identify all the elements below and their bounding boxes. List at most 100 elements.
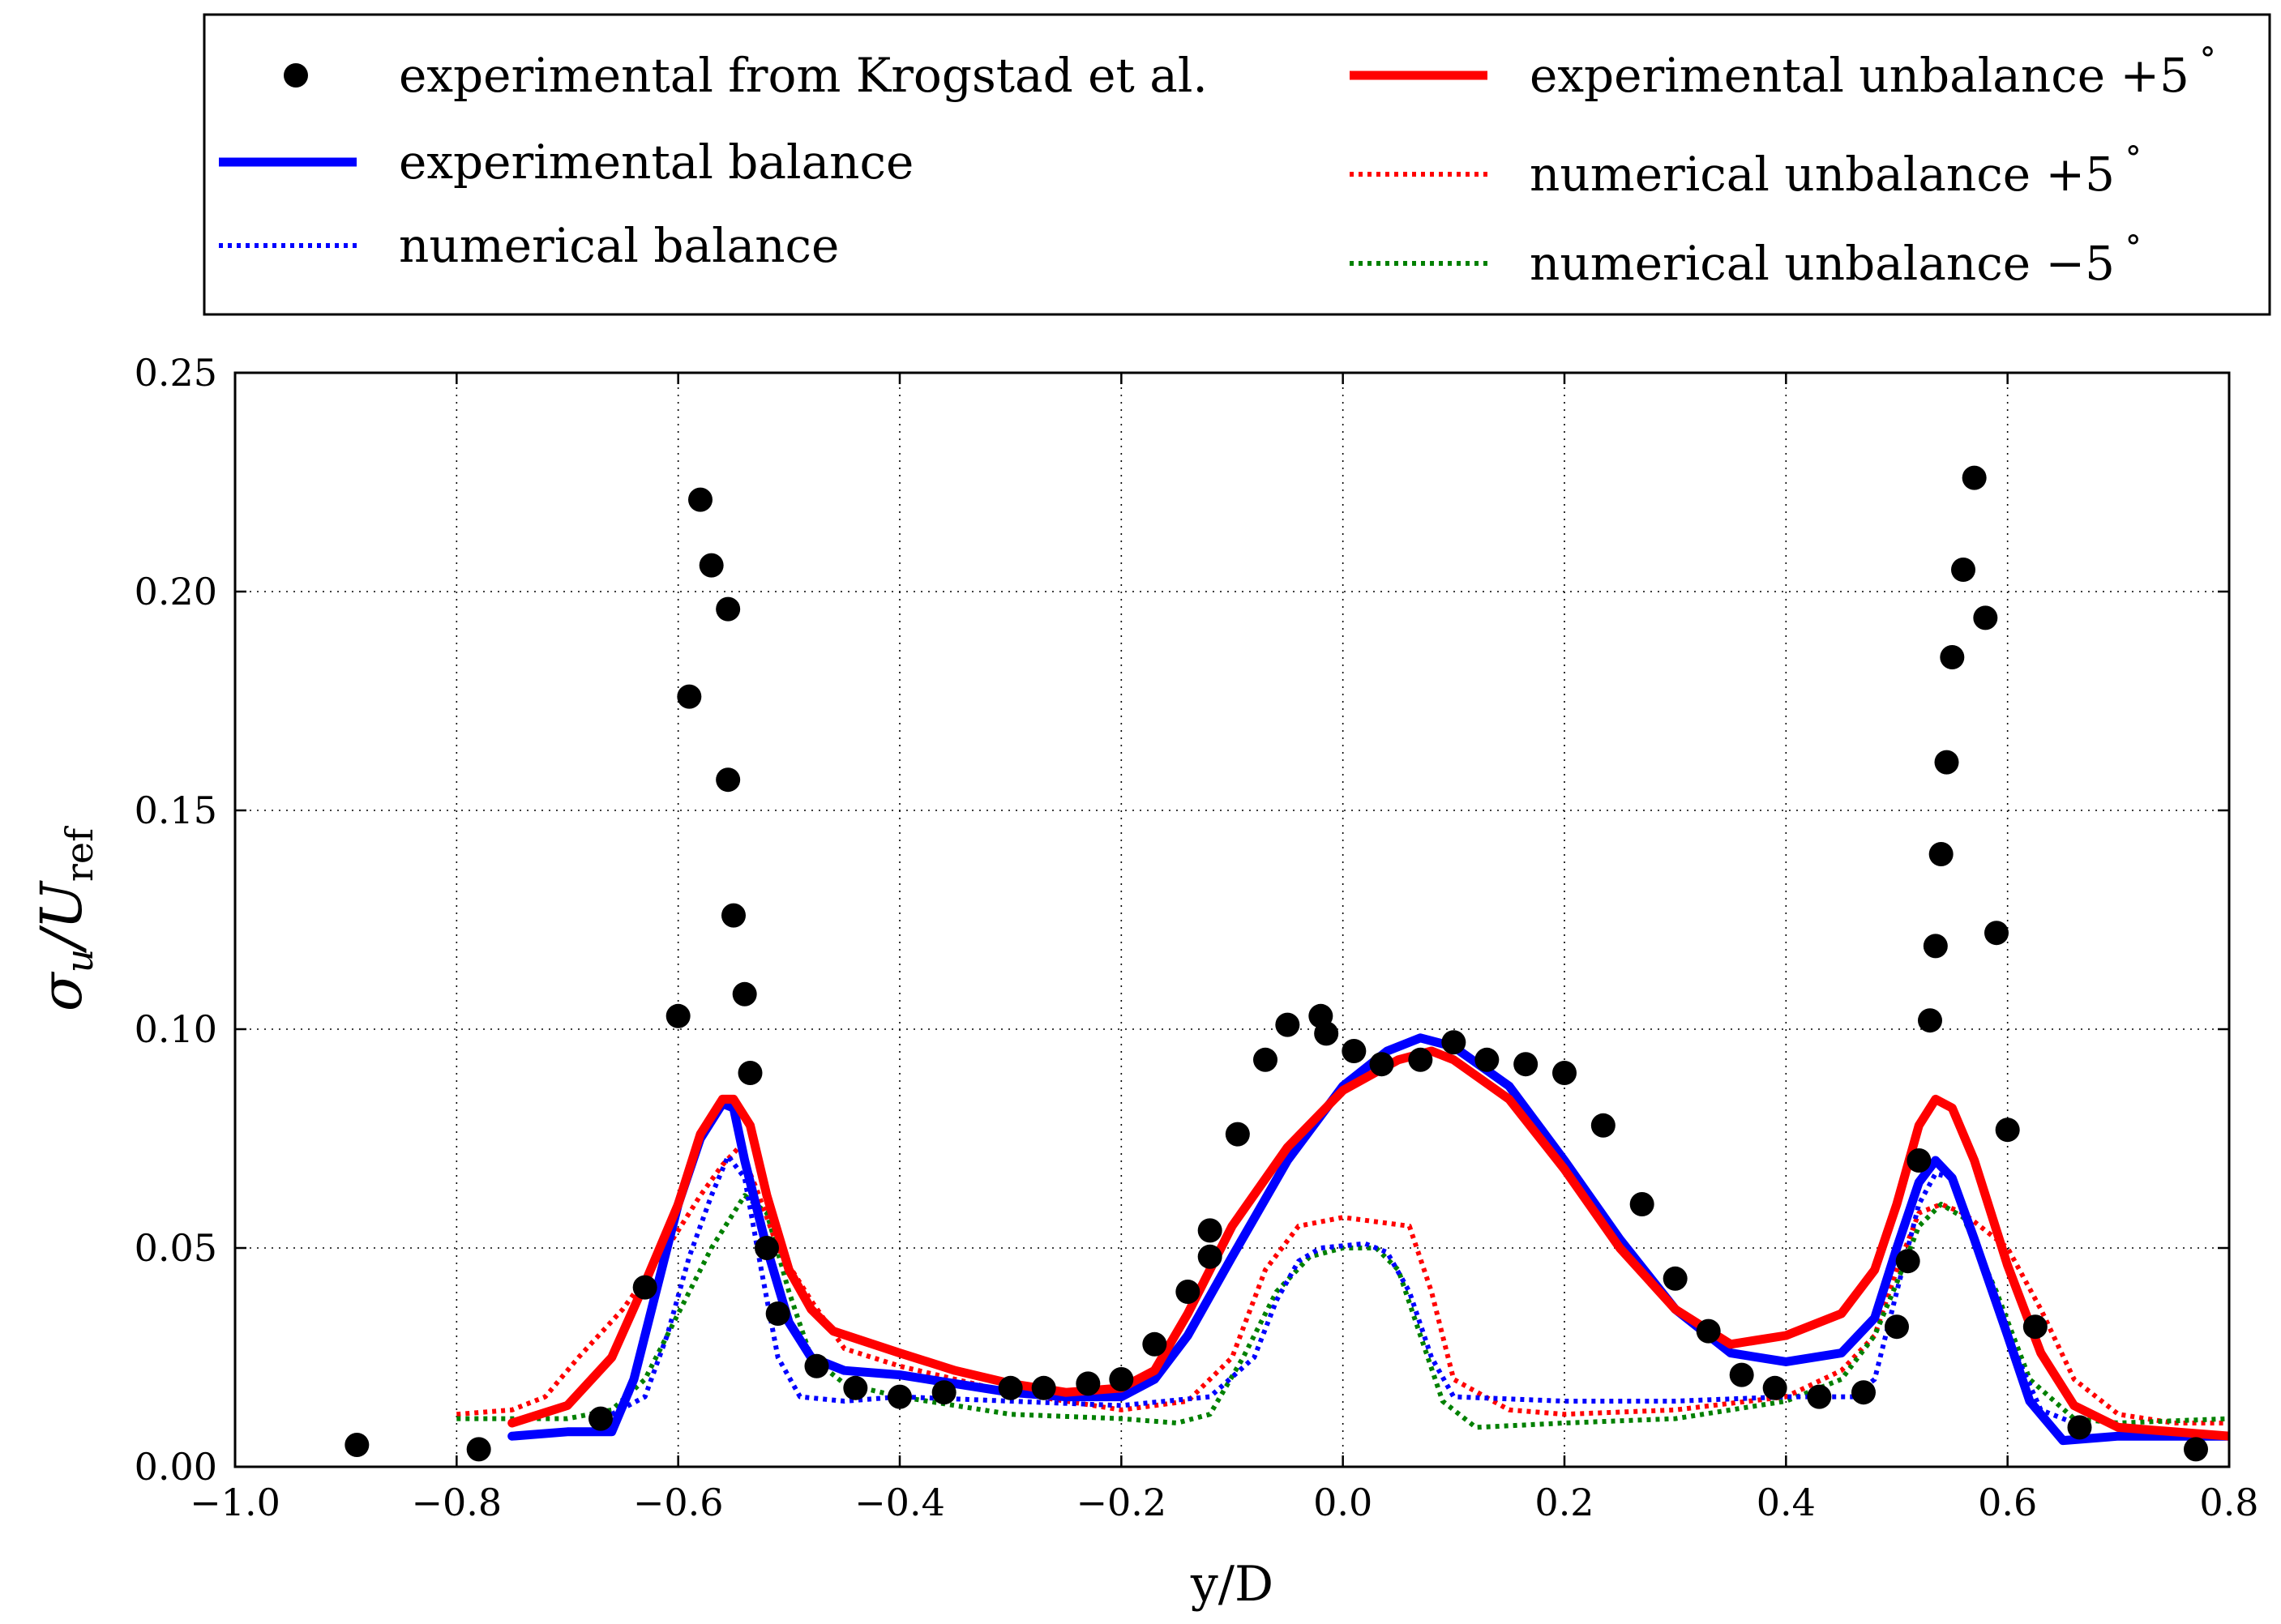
data-point (755, 1236, 779, 1260)
data-point (1851, 1380, 1876, 1405)
data-point (1369, 1052, 1394, 1077)
series-line (507, 1033, 2229, 1446)
legend-label-text: numerical balance (399, 218, 839, 273)
series-experimental-balance (507, 1033, 2229, 1446)
x-tick-label: −0.6 (633, 1481, 724, 1524)
data-point (1928, 842, 1954, 866)
legend-item-numerical-unbalance-5: numerical unbalance +5 ° (1350, 140, 2142, 202)
data-point (632, 1275, 657, 1300)
data-point (1951, 558, 1975, 582)
data-point (732, 981, 757, 1006)
y-tick-label: 0.00 (135, 1445, 217, 1489)
y-axis-denominator-sub: ref (58, 826, 101, 882)
data-point (345, 1433, 370, 1457)
data-point (931, 1380, 956, 1405)
data-point (1076, 1371, 1101, 1396)
x-tick-label: 0.0 (1313, 1481, 1372, 1524)
degree-symbol: ° (2115, 229, 2142, 267)
legend-label: numerical unbalance +5 ° (1530, 140, 2142, 202)
y-tick-label: 0.10 (135, 1007, 217, 1051)
x-tick-label: −1.0 (190, 1481, 280, 1524)
x-tick-label: 0.4 (1757, 1481, 1816, 1524)
legend-label-text: numerical unbalance +5 (1530, 147, 2115, 202)
x-tick-label: 0.6 (1978, 1481, 2037, 1524)
data-point (1984, 921, 2009, 946)
legend-label-text: experimental unbalance +5 (1530, 48, 2189, 103)
y-axis-denominator: U (28, 880, 95, 930)
data-point (1629, 1192, 1654, 1216)
degree-symbol: ° (2115, 140, 2142, 177)
data-point (1197, 1218, 1222, 1243)
data-point (804, 1353, 829, 1378)
legend-item-experimental-unbalance-5: experimental unbalance +5 ° (1350, 41, 2216, 103)
data-point (1314, 1021, 1339, 1046)
data-point (1253, 1047, 1277, 1072)
legend-marker (284, 63, 308, 88)
data-point (1513, 1052, 1538, 1077)
data-point (688, 487, 713, 512)
data-point (1031, 1375, 1056, 1400)
data-point (721, 903, 746, 928)
data-point (1142, 1331, 1167, 1357)
data-point (1590, 1113, 1616, 1138)
data-point (1109, 1367, 1134, 1391)
svg-text:σu/Uref: σu/Uref (28, 826, 101, 1011)
legend-item-numerical-unbalance-5: numerical unbalance −5 ° (1350, 229, 2142, 291)
data-point (1940, 645, 1965, 669)
y-tick-label: 0.20 (135, 570, 217, 613)
legend-item-numerical-balance: numerical balance (219, 218, 839, 273)
data-point (716, 596, 741, 622)
x-tick-label: −0.4 (854, 1481, 945, 1524)
plot-area: −1.0 −0.8 −0.6 −0.4 −0.2 0.0 0.2 0.4 0.6 0.8 0.00 0… (135, 351, 2259, 1524)
legend-label: numerical unbalance −5 ° (1530, 229, 2142, 291)
y-axis-symbol: σ (28, 971, 95, 1011)
legend-label: numerical balance (399, 218, 839, 273)
data-point (765, 1301, 790, 1326)
y-axis-title: σu/Uref (28, 826, 101, 1011)
y-tick-label: 0.25 (135, 351, 217, 395)
x-tick-label: 0.8 (2199, 1481, 2258, 1524)
y-tick-label: 0.05 (135, 1226, 217, 1270)
legend: experimental from Krogstad et al. experim… (203, 13, 2271, 316)
data-point (466, 1437, 491, 1462)
x-axis-title: y/D (1190, 1556, 1273, 1613)
data-point (2184, 1437, 2208, 1462)
data-point (665, 1003, 691, 1028)
data-point (588, 1406, 613, 1431)
series-layer (345, 465, 2229, 1462)
series-line (507, 1046, 2229, 1441)
data-point (1918, 1008, 1942, 1033)
data-point (1552, 1061, 1577, 1085)
data-point (1474, 1047, 1500, 1072)
data-point (1342, 1039, 1367, 1063)
legend-frame (203, 13, 2271, 316)
legend-label-text: experimental from Krogstad et al. (399, 48, 1208, 103)
data-point (1895, 1249, 1920, 1274)
series-experimental-unbalance-5 (507, 1046, 2229, 1441)
legend-item-experimental-balance: experimental balance (219, 135, 914, 190)
plot-background (235, 373, 2229, 1467)
x-tick-label: −0.8 (411, 1481, 502, 1524)
legend-item-experimental-from-krogstad-et-al: experimental from Krogstad et al. (284, 48, 1208, 103)
data-point (2022, 1314, 2048, 1340)
data-point (1175, 1280, 1200, 1304)
data-point (716, 767, 741, 793)
data-point (699, 553, 724, 578)
data-point (1663, 1266, 1688, 1291)
data-point (1408, 1047, 1433, 1072)
data-point (1885, 1314, 1909, 1340)
data-point (1275, 1012, 1300, 1037)
data-point (1973, 605, 1998, 630)
data-point (1762, 1375, 1787, 1400)
data-point (998, 1375, 1023, 1400)
data-point (738, 1061, 763, 1085)
x-tick-label: 0.2 (1534, 1481, 1594, 1524)
data-point (888, 1384, 912, 1409)
gridlines (235, 373, 2229, 1467)
legend-label-text: numerical unbalance −5 (1530, 236, 2115, 291)
data-point (1923, 934, 1948, 959)
series-experimental-from-krogstad-et-al (345, 465, 2208, 1462)
axis-ticks: −1.0 −0.8 −0.6 −0.4 −0.2 0.0 0.2 0.4 0.6 0.8 0.00 0… (135, 351, 2259, 1524)
legend-label: experimental balance (399, 135, 914, 190)
legend-label: experimental from Krogstad et al. (399, 48, 1208, 103)
